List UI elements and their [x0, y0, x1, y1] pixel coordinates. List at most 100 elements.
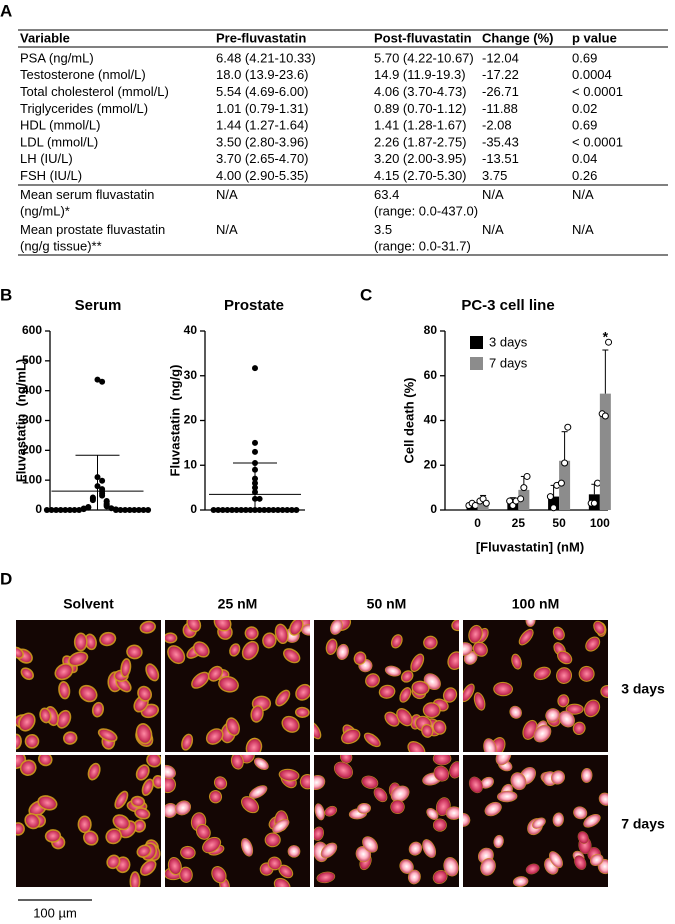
- column-header: Solvent: [63, 596, 114, 612]
- cell: [275, 689, 291, 707]
- cell: [283, 648, 301, 664]
- cell: [341, 728, 361, 745]
- cell: [483, 738, 497, 752]
- cell: [145, 663, 160, 682]
- cell: [241, 640, 259, 661]
- cell: [54, 663, 74, 681]
- cell: [126, 644, 143, 660]
- cell: [202, 836, 222, 854]
- cell: [581, 767, 593, 783]
- cell: [130, 795, 146, 808]
- cell: [245, 737, 263, 752]
- cell: [39, 707, 52, 724]
- table-cell: 3.50 (2.80-3.96): [216, 134, 309, 149]
- cell: [363, 732, 381, 748]
- data-point: [43, 507, 50, 513]
- cell: [211, 866, 227, 884]
- bar: [466, 504, 478, 510]
- table-cell: < 0.0001: [572, 134, 623, 149]
- chart-title: Serum: [75, 297, 122, 314]
- data-point: [601, 412, 609, 420]
- cell: [557, 694, 570, 708]
- cell: [552, 626, 565, 641]
- cell: [67, 651, 89, 667]
- panel-label: D: [0, 569, 12, 588]
- cell: [353, 651, 367, 666]
- cell: [585, 636, 601, 652]
- cell: [314, 826, 324, 841]
- table-cell: 3.75: [482, 168, 507, 183]
- data-point: [219, 507, 226, 513]
- table-cell: 1.44 (1.27-1.64): [216, 118, 309, 133]
- micrograph: [314, 755, 459, 887]
- cell: [422, 839, 437, 858]
- cell: [181, 733, 194, 751]
- data-point: [62, 507, 69, 513]
- table-cell: N/A: [572, 187, 594, 202]
- data-point: [99, 492, 106, 499]
- cell: [193, 641, 210, 658]
- micrograph-content: [463, 755, 608, 887]
- cell: [175, 800, 192, 816]
- cell: [550, 770, 565, 785]
- y-axis-label: Cell death (%): [401, 378, 416, 464]
- cell: [87, 762, 101, 781]
- cell: [112, 814, 131, 831]
- cell: [384, 711, 400, 727]
- cell: [432, 818, 447, 832]
- y-tick-label: 30: [184, 368, 198, 382]
- micrograph-content: [16, 620, 161, 752]
- cell: [324, 805, 338, 817]
- cell: [16, 822, 25, 836]
- cell: [129, 871, 141, 887]
- cell: [463, 683, 475, 703]
- cell: [58, 680, 71, 700]
- cell: [574, 855, 587, 870]
- x-tick-label: 100: [590, 516, 610, 530]
- cell: [578, 665, 595, 682]
- cell: [272, 818, 290, 834]
- cell: [509, 705, 522, 719]
- cell: [573, 806, 588, 820]
- cell: [106, 854, 121, 870]
- cell: [533, 724, 552, 743]
- data-point: [99, 477, 106, 484]
- data-point: [279, 507, 286, 513]
- table-header: p value: [572, 30, 617, 45]
- table-cell: -12.04: [482, 50, 519, 65]
- cell: [281, 715, 300, 733]
- cell: [316, 871, 336, 884]
- table-cell: 5.70 (4.22-10.67): [374, 50, 474, 65]
- micrograph: [16, 755, 161, 887]
- cell: [545, 708, 561, 723]
- micrograph-content: [314, 620, 459, 752]
- cell: [241, 838, 254, 857]
- cell: [325, 638, 338, 656]
- chart-title: PC-3 cell line: [461, 297, 554, 314]
- data-point: [517, 495, 525, 503]
- table-cell: 63.4: [374, 187, 399, 202]
- cell: [432, 755, 452, 766]
- cell: [433, 765, 450, 782]
- cell: [264, 832, 281, 848]
- table-cell: 1.41 (1.28-1.67): [374, 118, 467, 133]
- data-point: [57, 507, 64, 513]
- annotation: *: [603, 329, 609, 345]
- table-cell: -13.51: [482, 151, 519, 166]
- micrograph-content: [165, 620, 310, 752]
- cell: [390, 799, 405, 815]
- cell: [449, 761, 459, 779]
- table-cell: LDL (mmol/L): [20, 134, 98, 149]
- cell: [384, 665, 402, 677]
- cell: [314, 803, 325, 821]
- y-tick-label: 20: [424, 457, 438, 471]
- cell: [18, 712, 36, 732]
- cell: [191, 671, 210, 689]
- table-cell: N/A: [482, 222, 504, 237]
- cell: [165, 632, 178, 644]
- table-cell: N/A: [216, 222, 238, 237]
- column-header: 100 nM: [512, 596, 559, 612]
- data-point: [238, 507, 245, 513]
- cell: [340, 755, 353, 764]
